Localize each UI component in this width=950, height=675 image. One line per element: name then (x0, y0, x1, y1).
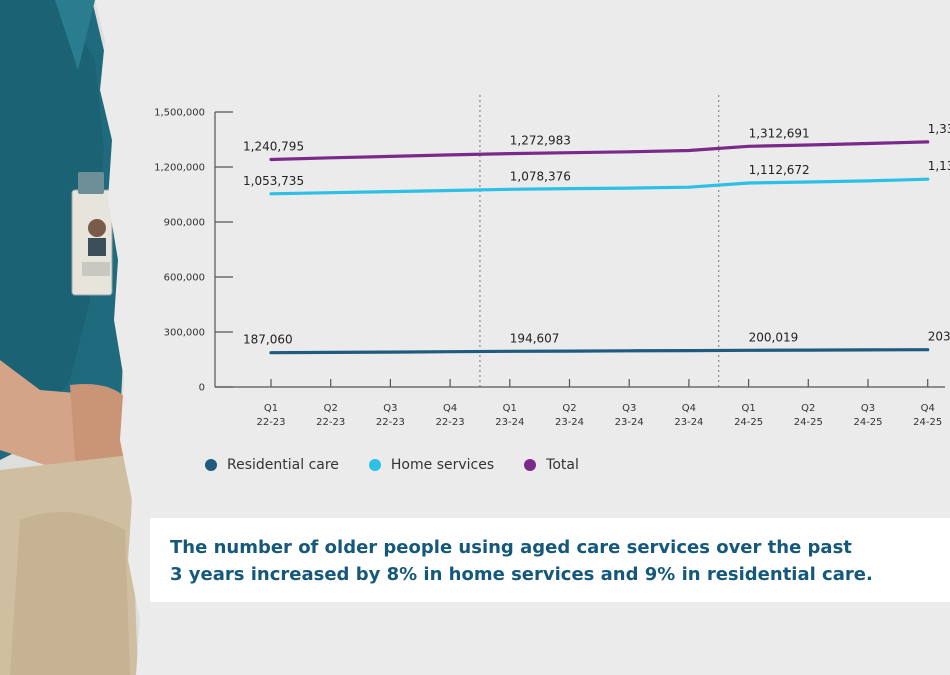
data-label: 200,019 (749, 330, 799, 344)
y-tick-label: 1,200,000 (154, 163, 205, 174)
data-label: 1,312,691 (749, 126, 810, 140)
x-tick-label-year: 22-23 (316, 417, 345, 428)
x-tick-label-quarter: Q2 (801, 403, 815, 414)
legend-item-residential-care: Residential care (205, 457, 339, 473)
legend-dot-residential-care (205, 459, 217, 471)
x-tick-label-year: 24-25 (853, 417, 882, 428)
legend-dot-total (524, 459, 537, 471)
data-label: 1,053,735 (243, 174, 304, 188)
legend-label-residential-care: Residential care (227, 457, 339, 473)
x-tick-label-quarter: Q3 (383, 403, 397, 414)
data-label: 1,133,29 (928, 159, 950, 173)
caption-text: The number of older people using aged ca… (170, 534, 940, 588)
legend-item-total: Total (524, 457, 579, 473)
legend-item-home-services: Home services (368, 457, 495, 473)
data-label: 1,078,376 (510, 169, 571, 183)
chart-legend: Residential care Home services Total (205, 457, 579, 473)
data-label: 1,336,66 (928, 122, 950, 136)
data-label: 1,240,795 (243, 140, 304, 154)
data-label: 187,060 (243, 333, 293, 347)
y-tick-label: 0 (199, 383, 205, 394)
x-tick-label-year: 24-25 (794, 417, 823, 428)
x-tick-label-year: 24-25 (734, 417, 763, 428)
y-tick-label: 300,000 (164, 328, 205, 339)
x-tick-label-quarter: Q1 (741, 403, 755, 414)
series-line-home-services (269, 177, 930, 196)
x-tick-label-year: 23-24 (674, 417, 703, 428)
x-tick-label-year: 23-24 (615, 417, 644, 428)
caption-line-1: The number of older people using aged ca… (170, 537, 852, 558)
nurse-photo (0, 0, 150, 675)
y-tick-label: 1,500,000 (154, 108, 205, 119)
data-label: 1,112,672 (749, 163, 810, 177)
y-tick-label: 900,000 (164, 218, 205, 229)
series-line-total (269, 140, 930, 162)
x-tick-label-year: 23-24 (555, 417, 584, 428)
caption-box: The number of older people using aged ca… (150, 518, 950, 602)
x-tick-label-quarter: Q1 (264, 403, 278, 414)
x-tick-label-year: 24-25 (913, 417, 942, 428)
caption-line-2: 3 years increased by 8% in home services… (170, 564, 873, 585)
x-tick-label-quarter: Q2 (562, 403, 576, 414)
data-label: 1,272,983 (510, 134, 571, 148)
legend-dot-home-services (368, 459, 381, 471)
x-tick-label-quarter: Q3 (622, 403, 636, 414)
x-tick-label-year: 23-24 (495, 417, 524, 428)
legend-label-home-services: Home services (390, 457, 495, 473)
x-tick-label-quarter: Q4 (921, 403, 935, 414)
x-tick-label-year: 22-23 (436, 417, 465, 428)
x-tick-label-quarter: Q3 (861, 403, 875, 414)
data-label: 203,371 (928, 330, 950, 344)
x-tick-label-year: 22-23 (256, 417, 285, 428)
x-tick-label-year: 22-23 (376, 417, 405, 428)
x-tick-label-quarter: Q4 (443, 403, 457, 414)
x-tick-label-quarter: Q2 (324, 403, 338, 414)
x-tick-label-quarter: Q1 (503, 403, 517, 414)
data-label: 194,607 (510, 331, 560, 345)
series-line-residential-care (269, 348, 930, 355)
y-tick-label: 600,000 (164, 273, 205, 284)
x-tick-label-quarter: Q4 (682, 403, 696, 414)
legend-label-total: Total (546, 457, 579, 473)
